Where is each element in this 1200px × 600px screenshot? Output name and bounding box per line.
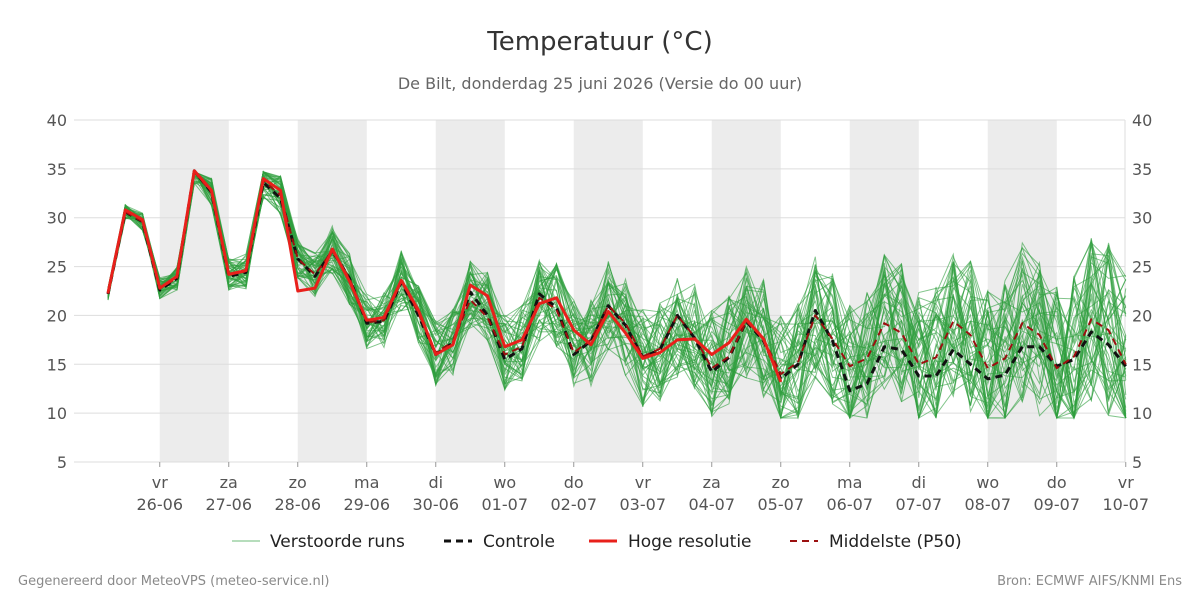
x-tick-day: di xyxy=(428,473,443,492)
y-tick-left-25: 25 xyxy=(47,258,67,277)
y-tick-left-35: 35 xyxy=(47,160,67,179)
ensemble-run xyxy=(107,177,1127,419)
day-band-08-07 xyxy=(987,120,1057,462)
x-tick-day: do xyxy=(1047,473,1067,492)
ensemble-run xyxy=(107,176,1127,420)
y-tick-left-15: 15 xyxy=(47,355,67,374)
x-tick-day: wo xyxy=(493,473,516,492)
x-tick-day: wo xyxy=(976,473,999,492)
ensemble-run xyxy=(107,171,1126,419)
x-axis-ticks: vr 26-06 za 27-06 zo 28-06 ma 29-06 di 30-06 wo 01-… xyxy=(137,462,1150,514)
x-tick-date: 01-07 xyxy=(482,495,529,514)
y-tick-right-40: 40 xyxy=(1132,111,1152,130)
x-tick-day: zo xyxy=(772,473,790,492)
chart-title: Temperatuur (°C) xyxy=(486,27,712,57)
y-tick-right-30: 30 xyxy=(1132,209,1152,228)
x-tick-day: ma xyxy=(354,473,379,492)
x-tick-day: do xyxy=(564,473,584,492)
y-tick-right-20: 20 xyxy=(1132,306,1152,325)
y-tick-left-5: 5 xyxy=(57,453,67,472)
ensemble-run xyxy=(107,170,1127,419)
x-tick-date: 02-07 xyxy=(551,495,598,514)
control-line xyxy=(106,169,1127,393)
x-tick-day: vr xyxy=(152,473,168,492)
ensemble-run xyxy=(107,170,1127,420)
x-tick-date: 26-06 xyxy=(137,495,184,514)
x-tick-date: 29-06 xyxy=(344,495,391,514)
x-tick-day: za xyxy=(703,473,721,492)
ensemble-runs xyxy=(107,170,1127,420)
x-tick-date: 10-07 xyxy=(1103,495,1150,514)
legend-label-ensemble: Verstoorde runs xyxy=(270,532,405,552)
x-tick-date: 27-06 xyxy=(206,495,253,514)
x-tick-day: za xyxy=(220,473,238,492)
x-tick-day: zo xyxy=(289,473,307,492)
x-tick-date: 28-06 xyxy=(275,495,322,514)
x-tick-date: 30-06 xyxy=(413,495,460,514)
x-tick-day: di xyxy=(911,473,926,492)
y-tick-right-10: 10 xyxy=(1132,404,1152,423)
legend: Verstoorde runs Controle Hoge resolutie … xyxy=(232,532,962,552)
x-tick-day: vr xyxy=(1118,473,1134,492)
footer-source: Bron: ECMWF AIFS/KNMI Ens xyxy=(997,574,1182,589)
y-axis-ticks: 5 5 10 10 15 15 20 20 25 25 30 30 35 35 40 40 xyxy=(47,111,1153,472)
x-tick-date: 04-07 xyxy=(689,495,736,514)
legend-label-control: Controle xyxy=(483,532,555,552)
chart-subtitle: De Bilt, donderdag 25 juni 2026 (Versie … xyxy=(398,74,802,93)
y-tick-right-5: 5 xyxy=(1132,453,1142,472)
x-tick-day: ma xyxy=(837,473,862,492)
x-tick-date: 03-07 xyxy=(620,495,667,514)
x-tick-date: 08-07 xyxy=(965,495,1012,514)
x-tick-day: vr xyxy=(635,473,651,492)
legend-label-median: Middelste (P50) xyxy=(829,532,962,552)
y-tick-left-20: 20 xyxy=(47,306,67,325)
y-tick-left-10: 10 xyxy=(47,404,67,423)
footer-generated-by: Gegenereerd door MeteoVPS (meteo-service… xyxy=(18,574,329,589)
y-tick-left-30: 30 xyxy=(47,209,67,228)
x-tick-date: 06-07 xyxy=(827,495,874,514)
y-tick-right-35: 35 xyxy=(1132,160,1152,179)
hires-line xyxy=(106,169,783,383)
x-tick-date: 07-07 xyxy=(896,495,943,514)
x-tick-date: 05-07 xyxy=(758,495,805,514)
ensemble-run xyxy=(107,170,1127,419)
ensemble-run xyxy=(107,171,1127,419)
y-tick-right-15: 15 xyxy=(1132,355,1152,374)
y-tick-left-40: 40 xyxy=(47,111,67,130)
main-series xyxy=(106,169,1127,393)
x-tick-date: 09-07 xyxy=(1034,495,1081,514)
legend-label-hires: Hoge resolutie xyxy=(628,532,752,552)
y-tick-right-25: 25 xyxy=(1132,258,1152,277)
